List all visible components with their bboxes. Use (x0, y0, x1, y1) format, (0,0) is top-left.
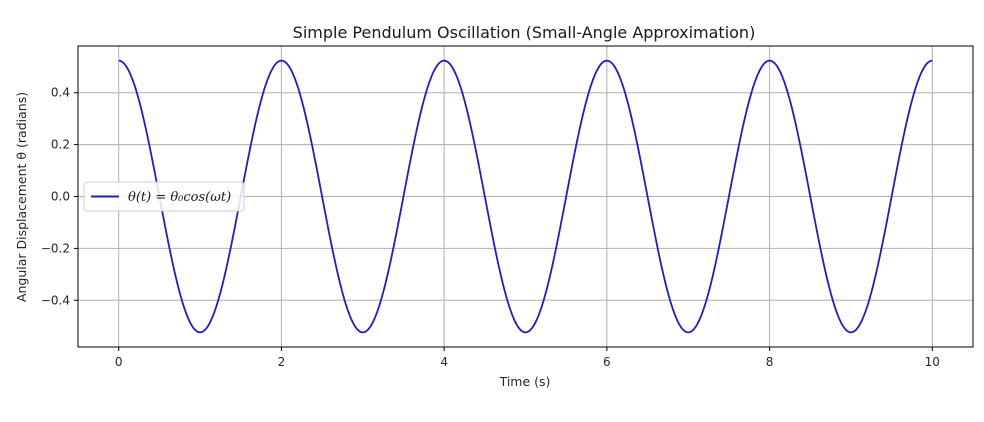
y-tick-label: 0.2 (51, 138, 70, 152)
x-tick-label: 0 (115, 355, 123, 369)
x-tick-label: 10 (925, 355, 940, 369)
x-tick-label: 4 (440, 355, 448, 369)
y-tick-label: 0.0 (51, 190, 70, 204)
legend-box (83, 181, 245, 212)
legend: θ(t) = θ₀cos(ωt) (83, 181, 245, 212)
legend-entry-label: θ(t) = θ₀cos(ωt) (128, 190, 231, 205)
y-tick-label: −0.4 (41, 293, 70, 307)
y-tick-label: −0.2 (41, 241, 70, 255)
x-tick-label: 8 (766, 355, 774, 369)
y-axis-label: Angular Displacement θ (radians) (14, 92, 29, 302)
series-line-theta (118, 59, 933, 334)
x-tick-label: 6 (603, 355, 611, 369)
series-layer (118, 59, 933, 334)
tick-layer: 0 2 4 6 8 10 −0.4 −0.2 0.0 0.2 0.4 (41, 86, 940, 369)
chart-title: Simple Pendulum Oscillation (Small-Angle… (293, 23, 756, 42)
x-axis-label: Time (s) (499, 374, 551, 389)
x-tick-label: 2 (278, 355, 286, 369)
y-tick-label: 0.4 (51, 86, 70, 100)
